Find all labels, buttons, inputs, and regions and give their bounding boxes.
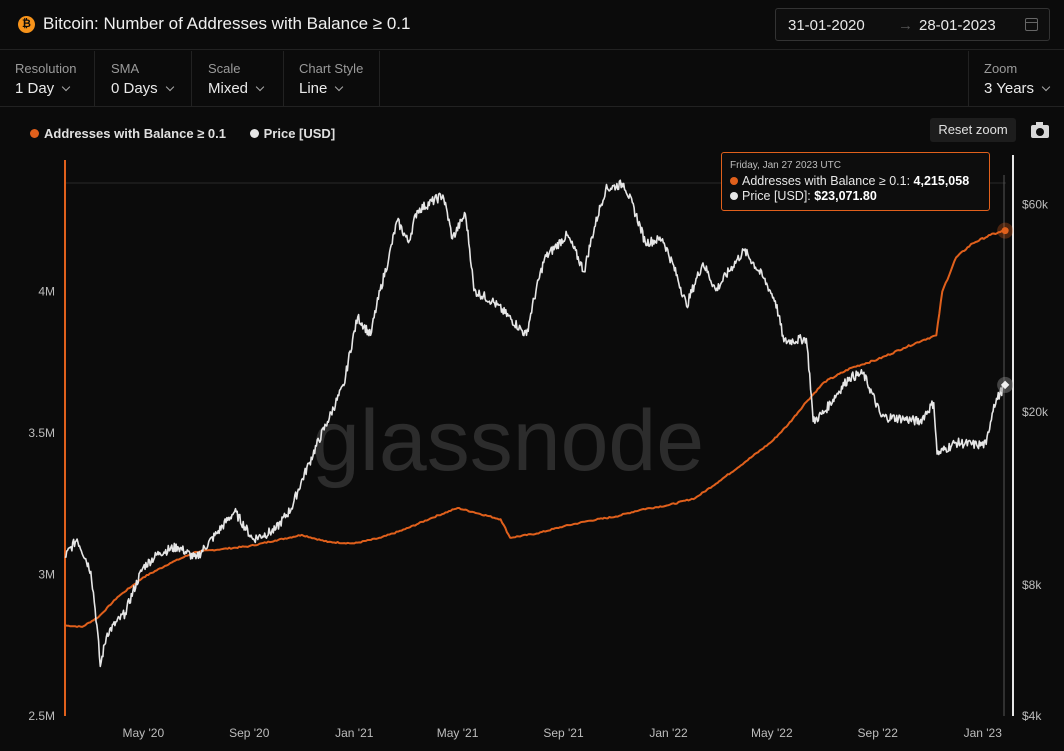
- zoom-dropdown[interactable]: Zoom 3 Years: [968, 51, 1064, 107]
- scale-dropdown[interactable]: Scale Mixed: [193, 51, 284, 107]
- axis-ticks: 2.5M 3M 3.5M 4M $4k $8k $20k $60k May '20 Sep '20…: [28, 197, 1049, 740]
- tooltip-dot-price: [730, 192, 738, 200]
- date-end-input[interactable]: 28-01-2023: [919, 17, 996, 34]
- left-axis-tick: 3M: [38, 568, 55, 582]
- tooltip-dot-addresses: [730, 177, 738, 185]
- x-axis-tick: Jan '22: [649, 726, 688, 740]
- page-title: Bitcoin: Number of Addresses with Balanc…: [43, 14, 411, 33]
- series-line-addresses: [64, 229, 1006, 628]
- legend-item-price[interactable]: Price [USD]: [249, 126, 336, 141]
- tooltip-value-addresses: 4,215,058: [913, 174, 970, 188]
- right-axis-tick: $20k: [1022, 405, 1049, 419]
- x-axis-tick: May '20: [123, 726, 165, 740]
- chart-style-dropdown[interactable]: Chart Style Line: [284, 51, 380, 107]
- tooltip-value-price: $23,071.80: [814, 189, 877, 203]
- legend-item-addresses[interactable]: Addresses with Balance ≥ 0.1: [30, 126, 226, 141]
- date-range-picker[interactable]: 31-01-2020 → 28-01-2023: [775, 8, 1050, 41]
- left-axis-tick: 4M: [38, 285, 55, 299]
- legend-dot: [249, 129, 259, 138]
- arrow-right-icon: →: [898, 17, 913, 34]
- chart-style-value: Line: [299, 80, 328, 97]
- tooltip-label-price: Price [USD]:: [742, 189, 811, 203]
- zoom-value: 3 Years: [984, 80, 1035, 97]
- legend-label-price: Price [USD]: [263, 126, 336, 141]
- tooltip-label-addresses: Addresses with Balance ≥ 0.1:: [742, 174, 911, 188]
- x-axis-tick: Sep '20: [229, 726, 270, 740]
- calendar-icon[interactable]: [1025, 18, 1038, 31]
- x-axis-tick: Sep '22: [858, 726, 899, 740]
- hover-point-price: [1000, 380, 1010, 390]
- resolution-label: Resolution: [15, 61, 77, 76]
- left-axis-tick: 2.5M: [28, 709, 55, 723]
- resolution-dropdown[interactable]: Resolution 1 Day: [0, 51, 95, 107]
- chart-controls: Resolution 1 Day SMA 0 Days Scale Mixed …: [0, 51, 1064, 107]
- x-axis-tick: Jan '21: [335, 726, 374, 740]
- hover-markers: [997, 222, 1014, 393]
- series-line-price: [64, 179, 1006, 668]
- x-axis-tick: May '22: [751, 726, 793, 740]
- scale-value: Mixed: [208, 80, 249, 97]
- legend-dot: [30, 129, 39, 138]
- right-axis-tick: $4k: [1022, 709, 1042, 723]
- header: ₿ Bitcoin: Number of Addresses with Bala…: [0, 0, 1064, 50]
- tooltip-date: Friday, Jan 27 2023 UTC: [730, 160, 841, 171]
- scale-label: Scale: [208, 61, 241, 76]
- series-lines: [64, 179, 1006, 668]
- chart-style-label: Chart Style: [299, 61, 364, 76]
- right-axis-tick: $8k: [1022, 578, 1042, 592]
- x-axis-tick: May '21: [437, 726, 479, 740]
- sma-value: 0 Days: [111, 80, 158, 97]
- bitcoin-icon: ₿: [18, 16, 35, 33]
- camera-icon[interactable]: [1031, 122, 1049, 138]
- chart-legend: Addresses with Balance ≥ 0.1 Price [USD]: [30, 126, 355, 141]
- x-axis-tick: Sep '21: [543, 726, 584, 740]
- x-axis-tick: Jan '23: [964, 726, 1003, 740]
- date-start-input[interactable]: 31-01-2020: [788, 17, 865, 34]
- watermark: glassnode: [312, 393, 704, 489]
- hover-point-addresses: [1001, 227, 1009, 235]
- reset-zoom-button[interactable]: Reset zoom: [930, 118, 1016, 142]
- left-axis-tick: 3.5M: [28, 426, 55, 440]
- chart-tooltip: Friday, Jan 27 2023 UTC Addresses with B…: [721, 152, 990, 211]
- resolution-value: 1 Day: [15, 80, 55, 97]
- legend-label-addresses: Addresses with Balance ≥ 0.1: [44, 126, 226, 141]
- zoom-label: Zoom: [984, 61, 1018, 76]
- sma-label: SMA: [111, 61, 140, 76]
- right-axis-tick: $60k: [1022, 197, 1049, 211]
- sma-dropdown[interactable]: SMA 0 Days: [96, 51, 192, 107]
